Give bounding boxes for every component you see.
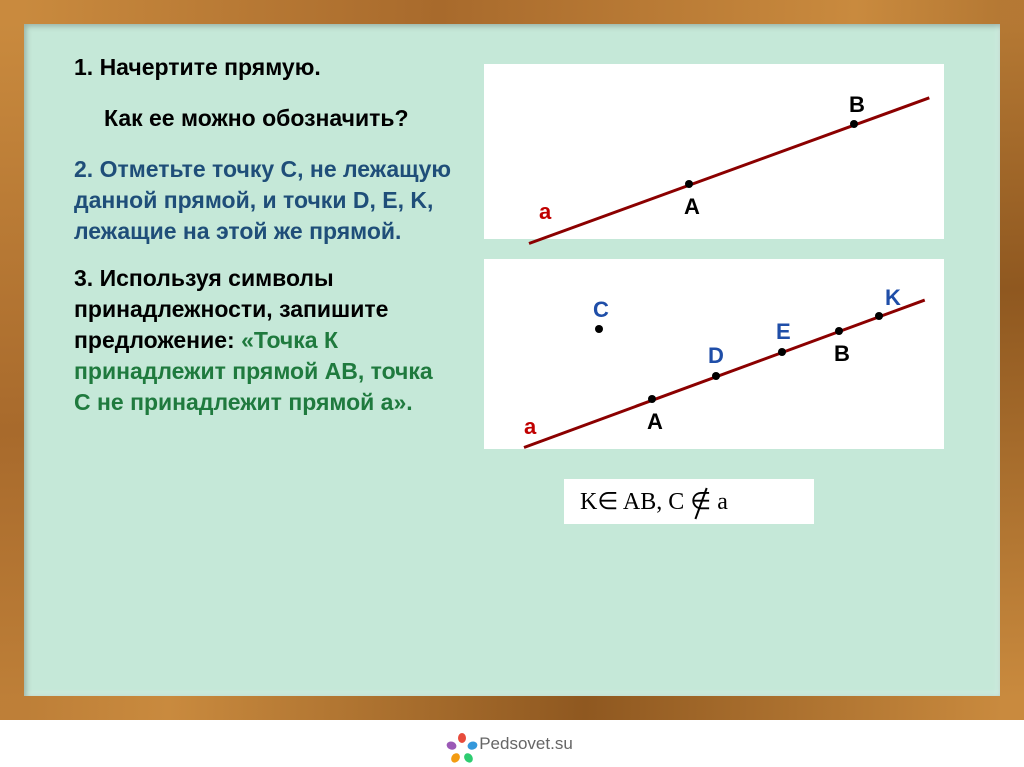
point-E-fig2 [778, 348, 786, 356]
line-a-fig2 [523, 299, 925, 449]
footer-text: Pedsovet.su [479, 734, 573, 754]
label-A-fig1: A [684, 194, 700, 220]
label-A-fig2: A [647, 409, 663, 435]
point-K-fig2 [875, 312, 883, 320]
question-1-sub: Как ее можно обозначить? [74, 105, 454, 132]
label-K-fig2: K [885, 285, 901, 311]
notation-in: ∈ [597, 489, 618, 515]
presentation-frame: 1. Начертите прямую. Как ее можно обозна… [0, 0, 1024, 720]
pedsovet-logo-icon [451, 733, 473, 755]
slide-content: 1. Начертите прямую. Как ее можно обозна… [24, 24, 1000, 696]
footer: Pedsovet.su [451, 720, 573, 767]
line-a-fig1 [528, 96, 929, 245]
figure-2: a C A D E B K [484, 259, 944, 449]
notation-AB-C: AB, C [618, 489, 690, 515]
label-C-fig2: C [593, 297, 609, 323]
point-B-fig1 [850, 120, 858, 128]
figure-column: a A B a C A D E B K [484, 54, 960, 676]
point-D-fig2 [712, 372, 720, 380]
point-A-fig1 [685, 180, 693, 188]
line-label-a-fig1: a [539, 199, 551, 225]
question-2: 2. Отметьте точку С, не лежащую данной п… [74, 154, 454, 247]
label-E-fig2: E [776, 319, 791, 345]
label-B-fig1: B [849, 92, 865, 118]
line-label-a-fig2: a [524, 414, 536, 440]
question-3: 3. Используя символы принадлежности, зап… [74, 263, 454, 418]
label-B-fig2: B [834, 341, 850, 367]
set-notation: K∈ AB, C ∈ a [564, 479, 814, 524]
notation-a: a [711, 489, 728, 515]
point-B-fig2 [835, 327, 843, 335]
point-C-fig2 [595, 325, 603, 333]
text-column: 1. Начертите прямую. Как ее можно обозна… [74, 54, 454, 676]
notation-notin: ∈ [690, 487, 711, 516]
figure-1: a A B [484, 64, 944, 239]
question-1: 1. Начертите прямую. [74, 54, 454, 81]
question-3-intro: 3. Используя символы принадлежности, зап… [74, 265, 388, 353]
label-D-fig2: D [708, 343, 724, 369]
point-A-fig2 [648, 395, 656, 403]
notation-K: K [580, 489, 597, 515]
